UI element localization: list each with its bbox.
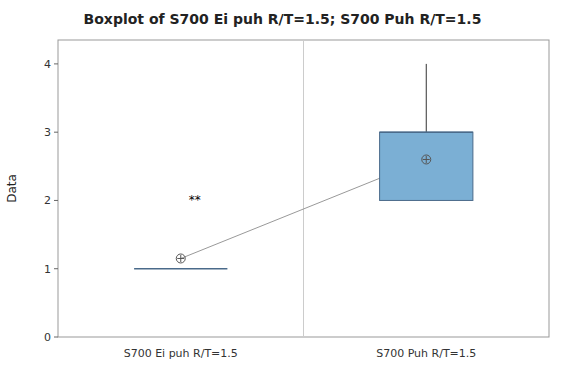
y-tick-label: 1	[44, 263, 51, 276]
median	[134, 268, 227, 270]
y-tick	[54, 63, 58, 64]
mean-marker	[176, 254, 185, 263]
mean-cross	[180, 255, 181, 262]
whisker-high	[426, 64, 427, 132]
annotation: **	[189, 193, 201, 207]
mean-circle	[176, 254, 185, 263]
divider	[303, 40, 304, 337]
mean-marker	[422, 155, 431, 164]
mean-cross	[426, 156, 427, 163]
marks	[134, 64, 473, 269]
box	[380, 132, 473, 200]
x-tick-label: S700 Ei puh R/T=1.5	[124, 347, 238, 360]
box	[134, 268, 227, 269]
y-tick-label: 3	[44, 126, 51, 139]
chart: Boxplot of S700 Ei puh R/T=1.5; S700 Puh…	[0, 0, 565, 375]
y-tick	[54, 200, 58, 201]
mean-circle	[422, 155, 431, 164]
plot-frame	[58, 40, 549, 337]
y-tick	[54, 337, 58, 338]
y-tick	[54, 132, 58, 133]
median	[380, 131, 473, 133]
y-tick-label: 2	[44, 194, 51, 207]
y-tick-label: 4	[44, 58, 51, 71]
y-axis-label: Data	[5, 174, 19, 203]
x-tick-label: S700 Puh R/T=1.5	[376, 347, 476, 360]
title: Boxplot of S700 Ei puh R/T=1.5; S700 Puh…	[84, 11, 482, 27]
y-tick	[54, 268, 58, 269]
y-tick-label: 0	[44, 331, 51, 344]
